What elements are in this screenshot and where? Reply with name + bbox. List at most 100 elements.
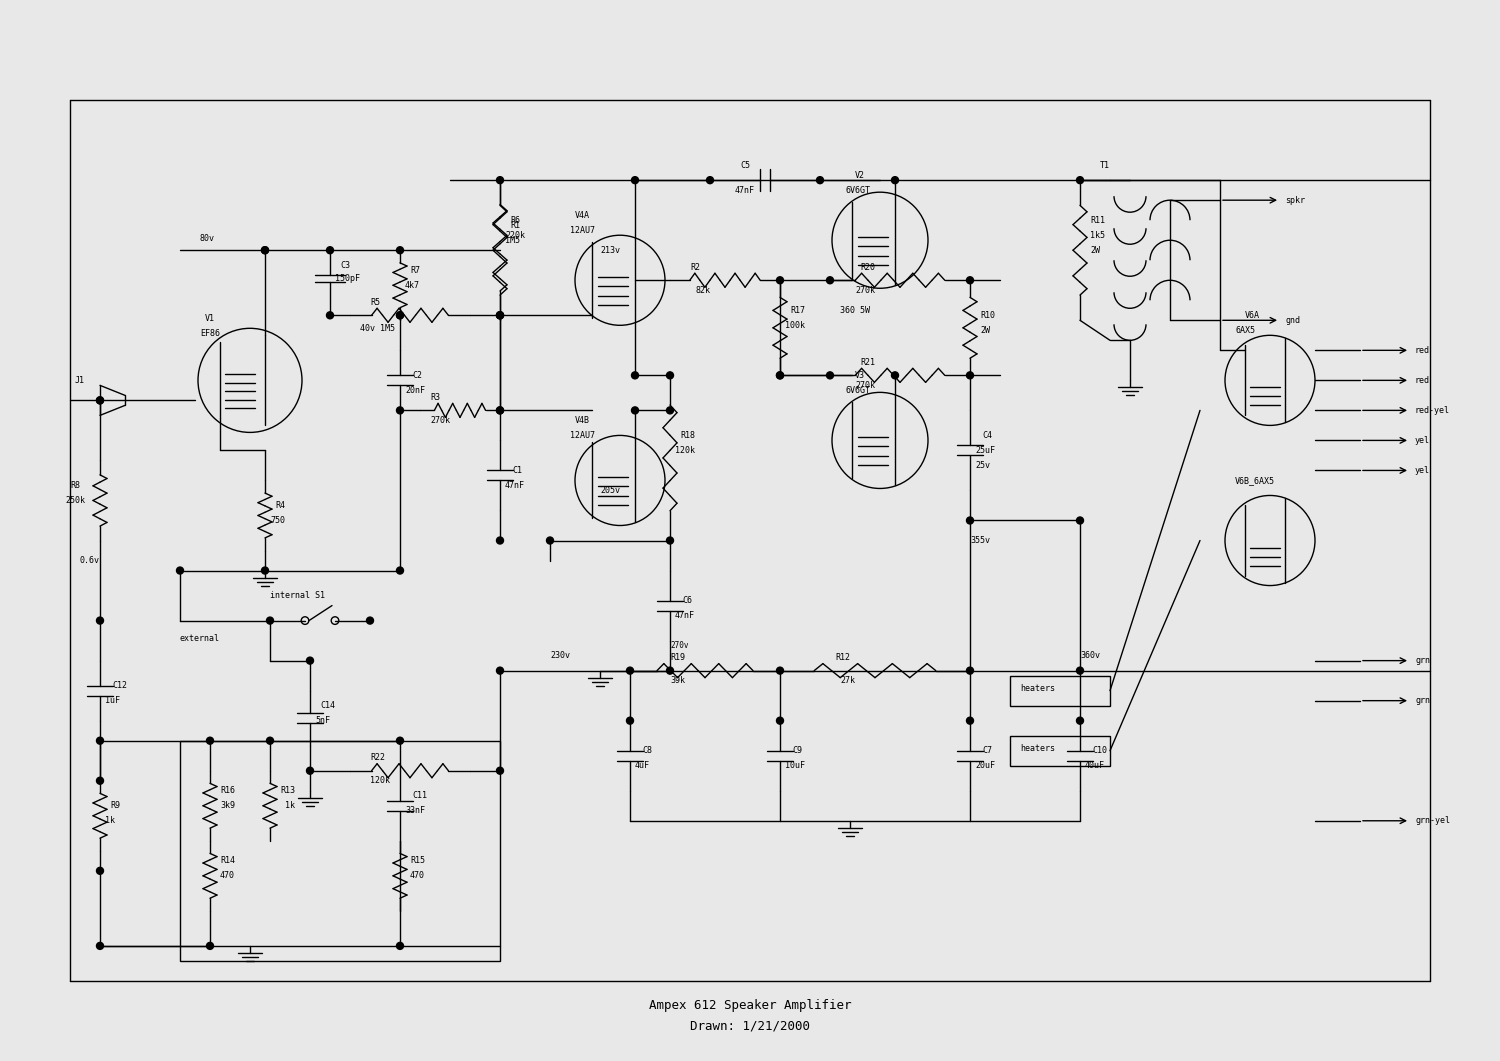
Text: R3: R3 — [430, 393, 439, 402]
Circle shape — [96, 867, 104, 874]
Text: V4B: V4B — [574, 416, 590, 424]
Text: R7: R7 — [410, 265, 420, 275]
Text: C1: C1 — [512, 466, 522, 475]
Text: 1uF: 1uF — [105, 696, 120, 706]
Text: 82k: 82k — [694, 285, 709, 295]
Text: 3k9: 3k9 — [220, 801, 236, 811]
Text: 270v: 270v — [670, 641, 688, 650]
Circle shape — [96, 942, 104, 950]
Circle shape — [546, 537, 554, 544]
Text: C8: C8 — [642, 746, 652, 755]
Circle shape — [891, 177, 898, 184]
Text: 20uF: 20uF — [975, 761, 994, 770]
Circle shape — [496, 312, 504, 318]
Text: C9: C9 — [792, 746, 802, 755]
Text: R19: R19 — [670, 654, 686, 662]
Text: yel: yel — [1414, 436, 1430, 445]
Circle shape — [496, 177, 504, 184]
Circle shape — [207, 942, 213, 950]
Text: 80v: 80v — [200, 233, 214, 243]
Circle shape — [777, 371, 783, 379]
Circle shape — [827, 371, 834, 379]
Text: 355v: 355v — [970, 536, 990, 545]
Circle shape — [627, 667, 633, 674]
Text: red-yel: red-yel — [1414, 406, 1450, 415]
Text: heaters: heaters — [1020, 684, 1054, 693]
Circle shape — [632, 406, 639, 414]
Circle shape — [366, 618, 374, 624]
Text: 2W: 2W — [1090, 246, 1100, 255]
Circle shape — [666, 406, 674, 414]
Text: 27k: 27k — [840, 676, 855, 685]
Text: R1: R1 — [510, 221, 520, 230]
Text: R15: R15 — [410, 856, 424, 866]
Text: 47nF: 47nF — [506, 481, 525, 490]
Circle shape — [496, 312, 504, 318]
Circle shape — [306, 767, 314, 775]
Text: 1k: 1k — [285, 801, 296, 811]
Circle shape — [327, 312, 333, 318]
Text: 750: 750 — [270, 516, 285, 525]
Text: 150pF: 150pF — [334, 274, 360, 283]
Text: R20: R20 — [859, 263, 874, 272]
Circle shape — [96, 397, 104, 404]
Circle shape — [267, 737, 273, 744]
Text: yel: yel — [1414, 466, 1430, 475]
Text: spkr: spkr — [1286, 195, 1305, 205]
Text: R16: R16 — [220, 786, 236, 796]
Text: C10: C10 — [1092, 746, 1107, 755]
Circle shape — [496, 406, 504, 414]
Text: red: red — [1414, 346, 1430, 354]
Circle shape — [496, 406, 504, 414]
Text: 250k: 250k — [64, 495, 86, 505]
Text: T1: T1 — [1100, 160, 1110, 170]
Text: R21: R21 — [859, 358, 874, 367]
Circle shape — [1077, 177, 1083, 184]
Circle shape — [267, 618, 273, 624]
Circle shape — [396, 567, 404, 574]
Circle shape — [632, 177, 639, 184]
Circle shape — [777, 717, 783, 725]
Circle shape — [777, 667, 783, 674]
Text: C2: C2 — [413, 371, 422, 380]
Text: R4: R4 — [274, 501, 285, 510]
Text: R9: R9 — [110, 801, 120, 811]
Text: internal S1: internal S1 — [270, 591, 326, 601]
Bar — [180, 741, 500, 961]
Text: 47nF: 47nF — [735, 186, 754, 194]
Text: 205v: 205v — [600, 486, 619, 495]
Text: grn: grn — [1414, 696, 1430, 706]
Text: 6AX5: 6AX5 — [1234, 326, 1256, 335]
Circle shape — [261, 247, 268, 254]
Text: C7: C7 — [982, 746, 992, 755]
Text: 470: 470 — [220, 871, 236, 881]
Text: 120k: 120k — [370, 777, 390, 785]
Text: R17: R17 — [790, 306, 806, 315]
Circle shape — [496, 312, 504, 318]
Text: V2: V2 — [855, 171, 865, 179]
Circle shape — [96, 397, 104, 404]
Text: 120k: 120k — [675, 446, 694, 455]
Circle shape — [777, 277, 783, 283]
Text: C6: C6 — [682, 596, 692, 605]
Text: 230v: 230v — [550, 651, 570, 660]
Text: 360v: 360v — [1080, 651, 1100, 660]
Text: 2W: 2W — [980, 326, 990, 335]
Circle shape — [327, 247, 333, 254]
Text: V4A: V4A — [574, 211, 590, 220]
Text: 33nF: 33nF — [405, 806, 424, 815]
Circle shape — [261, 247, 268, 254]
Text: 6V6GT: 6V6GT — [844, 386, 870, 395]
Circle shape — [777, 371, 783, 379]
Circle shape — [306, 657, 314, 664]
Circle shape — [396, 737, 404, 744]
Text: R13: R13 — [280, 786, 296, 796]
Circle shape — [666, 667, 674, 674]
Circle shape — [96, 618, 104, 624]
Text: 25v: 25v — [975, 460, 990, 470]
Circle shape — [1077, 517, 1083, 524]
Circle shape — [632, 371, 639, 379]
Text: R22: R22 — [370, 753, 386, 762]
Text: 213v: 213v — [600, 246, 619, 255]
Text: 40uF: 40uF — [1084, 761, 1106, 770]
